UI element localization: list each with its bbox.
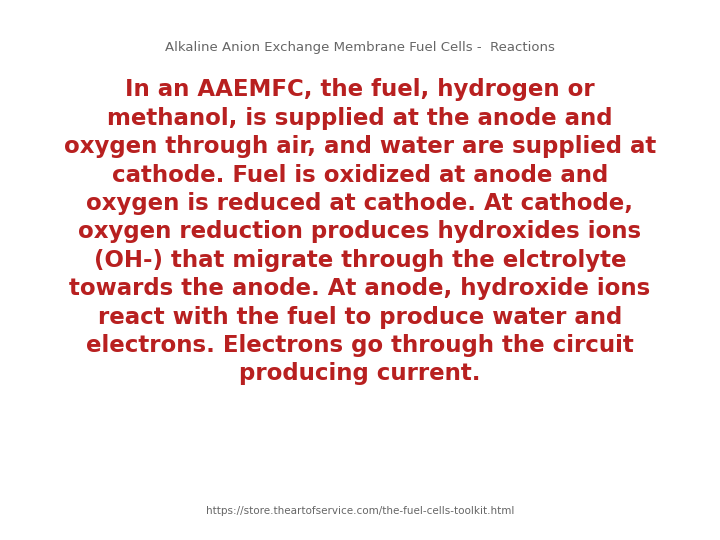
Text: In an AAEMFC, the fuel, hydrogen or
methanol, is supplied at the anode and
oxyge: In an AAEMFC, the fuel, hydrogen or meth…	[64, 78, 656, 386]
Text: Alkaline Anion Exchange Membrane Fuel Cells -  Reactions: Alkaline Anion Exchange Membrane Fuel Ce…	[165, 40, 555, 53]
Text: https://store.theartofservice.com/the-fuel-cells-toolkit.html: https://store.theartofservice.com/the-fu…	[206, 505, 514, 516]
